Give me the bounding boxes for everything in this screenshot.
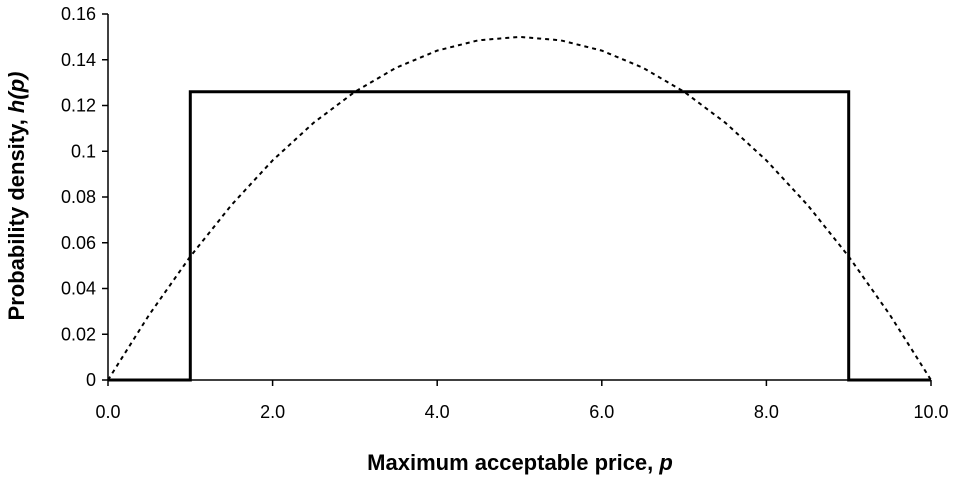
series-dotted-curve (107, 35, 932, 381)
y-tick-label: 0.1 (71, 141, 96, 161)
y-tick-label: 0.08 (61, 187, 96, 207)
plot-area: 0 0.02 0.04 0.06 0.08 0.1 0.12 0.14 0.16 0.0 2.0 4.… (61, 4, 949, 422)
y-tick-label: 0.06 (61, 233, 96, 253)
y-tick-label: 0.16 (61, 4, 96, 24)
y-tick-label: 0.04 (61, 279, 96, 299)
y-tick-label: 0.02 (61, 324, 96, 344)
x-tick-label: 4.0 (425, 402, 450, 422)
x-tick-label: 0.0 (95, 402, 120, 422)
y-tick-label: 0 (86, 370, 96, 390)
y-tick-label: 0.14 (61, 50, 96, 70)
x-tick-label: 6.0 (589, 402, 614, 422)
y-axis-title: Probability density, h(p) (4, 72, 29, 321)
series-solid-line (108, 90, 931, 382)
x-axis-title: Maximum acceptable price, p (367, 450, 673, 475)
y-tick-label: 0.12 (61, 96, 96, 116)
x-tick-label: 10.0 (913, 402, 948, 422)
x-tick-label: 2.0 (260, 402, 285, 422)
x-tick-label: 8.0 (754, 402, 779, 422)
